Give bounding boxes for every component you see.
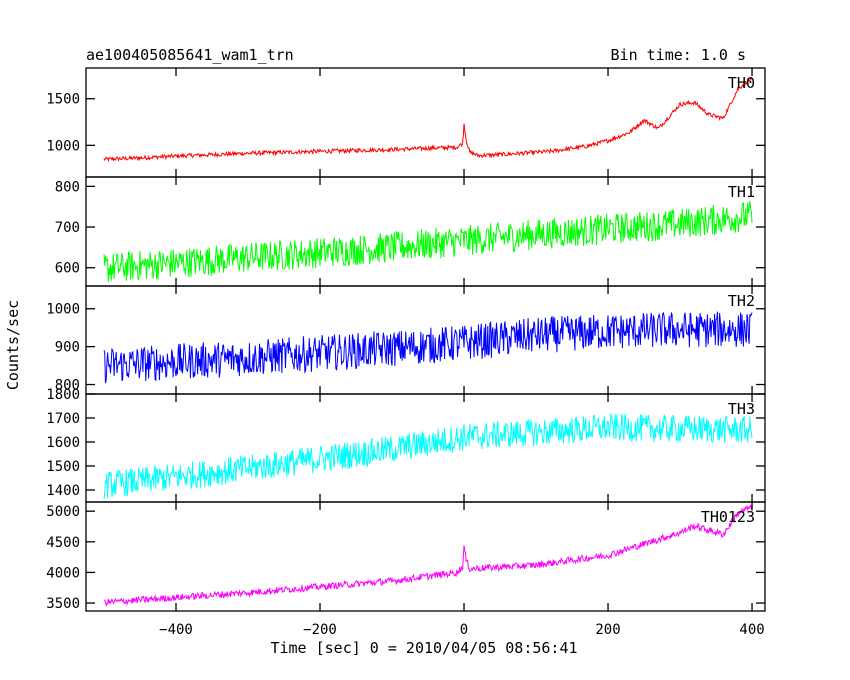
x-axis: −400 −200 0 200 400 — [159, 622, 765, 638]
series-line-th2 — [103, 311, 753, 384]
y-tick-label: 4000 — [46, 565, 80, 581]
y-tick-label: 1500 — [46, 459, 80, 475]
y-tick-label: 1400 — [46, 483, 80, 499]
panel-th3: 1400 1500 1600 1700 1800 TH3 — [46, 387, 766, 503]
y-tick-label: 700 — [55, 220, 80, 236]
panel-th0: 1000 1500 TH0 — [46, 67, 766, 178]
panels: 1000 1500 TH0 600 700 800 TH1 800 900 1000 TH2 1400… — [46, 67, 766, 612]
x-axis-label: Time [sec] 0 = 2010/04/05 08:56:41 — [270, 639, 577, 657]
y-tick-label: 1800 — [46, 387, 80, 403]
y-tick-label: 800 — [55, 378, 80, 394]
y-tick-label: 1700 — [46, 411, 80, 427]
y-tick-label: 1000 — [46, 138, 80, 154]
y-tick-label: 800 — [55, 179, 80, 195]
channel-label-th3: TH3 — [728, 400, 755, 418]
y-tick-label: 4500 — [46, 535, 80, 551]
panel-th2: 800 900 1000 TH2 — [46, 285, 766, 395]
series-line-th3 — [103, 412, 753, 500]
panel-frame-th0123 — [85, 501, 766, 612]
series-line-th1 — [103, 201, 753, 282]
y-tick-label: 1000 — [46, 302, 80, 318]
channel-label-th1: TH1 — [728, 183, 755, 201]
channel-label-th0123: TH0123 — [701, 508, 755, 526]
series-line-th0123 — [103, 504, 753, 608]
chart-title: ae100405085641_wam1_trn — [86, 46, 294, 64]
x-tick-label: −400 — [159, 622, 193, 638]
panel-th0123: 3500 4000 4500 5000 TH0123 — [46, 501, 766, 612]
panel-th1: 600 700 800 TH1 — [55, 176, 766, 287]
panel-frame-th0 — [85, 67, 766, 178]
channel-label-th0: TH0 — [728, 74, 755, 92]
x-tick-label: −200 — [303, 622, 337, 638]
y-axis-label: Counts/sec — [4, 300, 22, 390]
channel-label-th2: TH2 — [728, 292, 755, 310]
series-line-th0 — [103, 76, 753, 163]
bin-time-label: Bin time: 1.0 s — [611, 46, 746, 64]
y-tick-label: 600 — [55, 261, 80, 277]
x-tick-label: 0 — [460, 622, 468, 638]
y-tick-label: 5000 — [46, 504, 80, 520]
y-tick-label: 900 — [55, 340, 80, 356]
y-tick-label: 1500 — [46, 92, 80, 108]
x-tick-label: 400 — [739, 622, 764, 638]
y-tick-label: 1600 — [46, 435, 80, 451]
y-tick-label: 3500 — [46, 596, 80, 612]
x-tick-label: 200 — [595, 622, 620, 638]
